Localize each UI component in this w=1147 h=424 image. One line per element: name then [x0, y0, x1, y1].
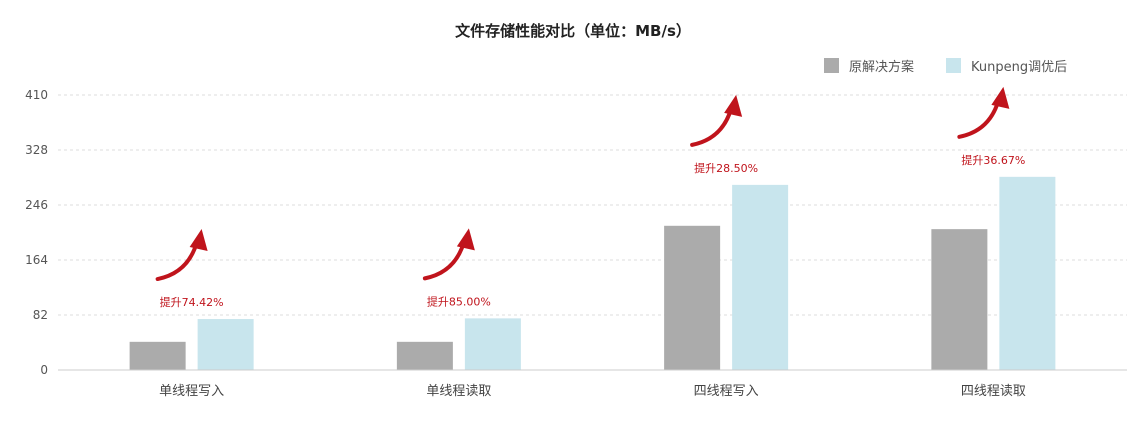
up-arrow-icon	[155, 229, 208, 282]
y-tick-label: 0	[40, 363, 48, 377]
increase-arrows	[155, 86, 1010, 282]
y-tick-label: 164	[25, 253, 48, 267]
up-arrow-icon	[690, 94, 743, 147]
legend: 原解决方案 Kunpeng调优后	[824, 58, 1067, 75]
bar-kunpeng	[197, 319, 254, 370]
increase-label: 提升85.00%	[427, 295, 491, 308]
bar-original	[664, 225, 721, 370]
increase-label: 提升74.42%	[160, 296, 224, 309]
bar-kunpeng	[999, 176, 1056, 370]
increase-label: 提升28.50%	[694, 162, 758, 175]
x-axis-categories: 单线程写入 单线程读取 四线程写入 四线程读取	[159, 384, 1026, 399]
up-arrow-icon	[957, 86, 1010, 139]
up-arrow-icon	[422, 228, 475, 281]
x-category-label: 四线程写入	[694, 384, 759, 399]
bar-original	[396, 341, 453, 370]
x-category-label: 四线程读取	[961, 384, 1026, 399]
increase-label: 提升36.67%	[961, 154, 1025, 167]
chart-title: 文件存储性能对比（单位：MB/s）	[455, 22, 691, 40]
legend-swatch-kunpeng	[946, 58, 961, 73]
legend-swatch-original	[824, 58, 839, 73]
bar-kunpeng	[732, 184, 789, 370]
x-category-label: 单线程读取	[426, 384, 491, 399]
y-tick-label: 82	[33, 308, 48, 322]
legend-label-original: 原解决方案	[849, 59, 914, 75]
bar-kunpeng	[464, 318, 521, 370]
y-tick-label: 246	[25, 198, 48, 212]
bar-original	[129, 341, 186, 370]
bars	[129, 176, 1056, 370]
increase-annotations: 提升74.42% 提升85.00% 提升28.50% 提升36.67%	[160, 154, 1026, 309]
x-category-label: 单线程写入	[159, 384, 224, 399]
bar-original	[931, 229, 988, 370]
legend-label-kunpeng: Kunpeng调优后	[971, 60, 1067, 75]
y-tick-label: 328	[25, 143, 48, 157]
y-axis-ticks: 0 82 164 246 328 410	[25, 88, 48, 377]
y-tick-label: 410	[25, 88, 48, 102]
